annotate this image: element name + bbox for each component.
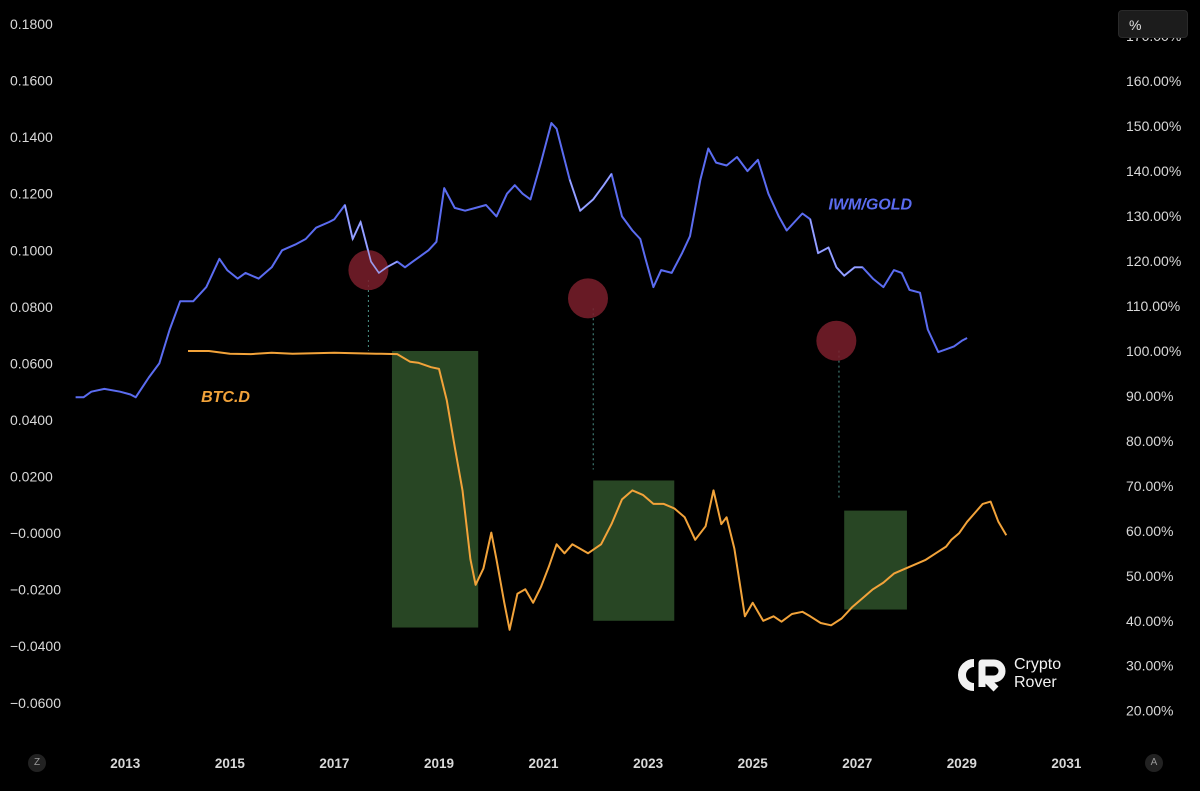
left-tick-label-7: 0.0400: [10, 412, 53, 428]
marker-circle-3: [816, 320, 857, 361]
right-tick-label-14: 30.00%: [1126, 658, 1173, 674]
x-tick-label-3: 2019: [424, 756, 454, 771]
left-tick-label-8: 0.0200: [10, 469, 53, 485]
unit-toggle-button[interactable]: %: [1118, 10, 1188, 38]
watermark-text: Crypto Rover: [1014, 656, 1074, 692]
x-axis: 2013 2015 2017 2019 2021 2023 2025 2027 2029 2031: [110, 756, 1082, 771]
x-tick-label-7: 2027: [842, 756, 872, 771]
left-tick-label-11: −0.0400: [10, 638, 61, 654]
left-tick-label-1: 0.1600: [10, 73, 53, 89]
left-tick-label-0: 0.1800: [10, 16, 53, 32]
left-axis: 0.1800 0.1600 0.1400 0.1200 0.1000 0.0800 0.06…: [10, 16, 61, 711]
marker-circles: [344, 173, 863, 361]
zoom-reset-button[interactable]: Z: [28, 754, 46, 772]
x-tick-label-5: 2023: [633, 756, 664, 771]
watermark-line-2: Rover: [1014, 674, 1057, 691]
x-tick-label-1: 2015: [215, 756, 246, 771]
right-axis: 170.00%160.00%150.00%140.00%130.00%120.0…: [1126, 28, 1181, 719]
left-tick-label-9: −0.0000: [10, 525, 61, 541]
right-tick-label-13: 40.00%: [1126, 613, 1173, 629]
highlight-zone-1: [391, 350, 479, 628]
series-label-iwm-gold: IWM/GOLD: [829, 196, 913, 213]
marker-line-overlay-1: [344, 204, 398, 275]
auto-scale-button[interactable]: A: [1145, 754, 1163, 772]
right-tick-label-3: 140.00%: [1126, 163, 1181, 179]
right-tick-label-11: 60.00%: [1126, 523, 1173, 539]
left-tick-label-6: 0.0600: [10, 355, 53, 371]
right-tick-label-8: 90.00%: [1126, 388, 1173, 404]
right-tick-label-1: 160.00%: [1126, 73, 1181, 89]
right-tick-label-2: 150.00%: [1126, 118, 1181, 134]
x-tick-label-6: 2025: [738, 756, 769, 771]
highlight-zone-3: [844, 510, 907, 610]
left-tick-label-2: 0.1400: [10, 129, 53, 145]
x-tick-label-8: 2029: [947, 756, 977, 771]
x-tick-label-0: 2013: [110, 756, 141, 771]
marker-line-overlay-3: [809, 219, 863, 277]
unit-toggle-label: %: [1129, 17, 1142, 33]
series-label-btc-d: BTC.D: [201, 389, 250, 406]
left-tick-label-5: 0.0800: [10, 299, 53, 315]
highlight-zones: [391, 350, 907, 628]
x-tick-label-2: 2017: [319, 756, 349, 771]
crypto-rover-logo-icon: [958, 659, 1006, 692]
left-tick-label-3: 0.1200: [10, 186, 53, 202]
right-tick-label-9: 80.00%: [1126, 433, 1173, 449]
right-tick-label-4: 130.00%: [1126, 208, 1181, 224]
series-line-btc-d: [188, 350, 1008, 631]
left-tick-label-4: 0.1000: [10, 242, 53, 258]
marker-circle-1: [348, 250, 389, 291]
left-tick-label-10: −0.0200: [10, 582, 61, 598]
left-tick-label-12: −0.0600: [10, 695, 61, 711]
watermark-line-1: Crypto: [1014, 656, 1062, 673]
right-tick-label-15: 20.00%: [1126, 703, 1173, 719]
right-tick-label-6: 110.00%: [1126, 298, 1180, 314]
guide-lines: [367, 279, 840, 501]
right-tick-label-7: 100.00%: [1126, 343, 1181, 359]
x-tick-label-9: 2031: [1051, 756, 1082, 771]
watermark: Crypto Rover: [950, 655, 1070, 695]
series-labels: IWM/GOLD BTC.D: [201, 196, 912, 406]
right-tick-label-12: 50.00%: [1126, 568, 1173, 584]
marker-circle-2: [568, 278, 608, 319]
highlight-zone-2: [593, 480, 675, 621]
right-tick-label-5: 120.00%: [1126, 253, 1181, 269]
right-tick-label-10: 70.00%: [1126, 478, 1173, 494]
x-tick-label-4: 2021: [529, 756, 560, 771]
marker-line-overlay-2: [568, 173, 613, 213]
